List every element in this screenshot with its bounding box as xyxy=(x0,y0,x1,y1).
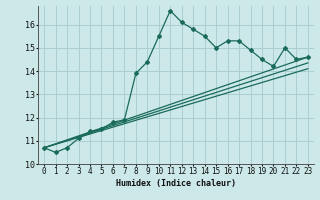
X-axis label: Humidex (Indice chaleur): Humidex (Indice chaleur) xyxy=(116,179,236,188)
